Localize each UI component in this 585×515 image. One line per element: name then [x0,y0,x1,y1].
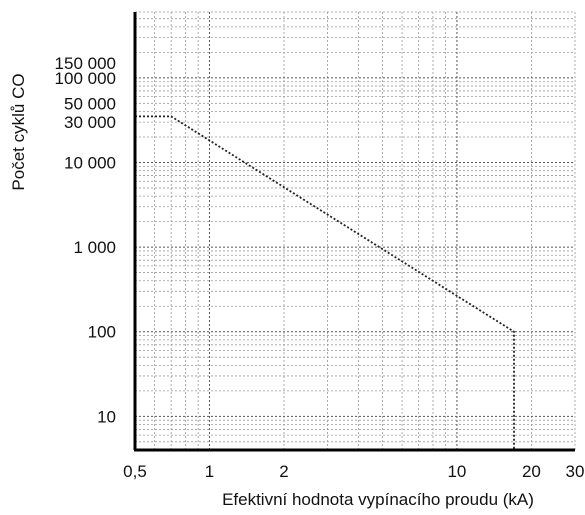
x-tick-label: 30 [566,462,585,481]
x-tick-label: 0,5 [123,462,147,481]
x-tick-labels: 0,5 1 2 10 20 30 [123,462,584,481]
grid-minor [134,11,576,451]
x-tick-label: 2 [279,462,288,481]
y-tick-label: 1 000 [73,238,116,257]
y-tick-label: 50 000 [64,94,116,113]
x-tick-label: 10 [447,462,466,481]
y-tick-label: 100 000 [55,69,116,88]
series-line [135,115,515,450]
x-axis-title: Efektivní hodnota vypínacího proudu (kA) [222,490,534,509]
series-layer [135,115,515,450]
y-tick-label: 30 000 [64,113,116,132]
y-tick-label: 10 000 [64,153,116,172]
y-tick-label: 150 000 [55,54,116,73]
x-tick-label: 20 [522,462,541,481]
y-tick-label: 10 [97,407,116,426]
x-tick-label: 1 [205,462,214,481]
y-tick-label: 100 [88,323,116,342]
grid-major [135,12,575,450]
y-axis-title: Počet cyklů CO [9,73,28,190]
